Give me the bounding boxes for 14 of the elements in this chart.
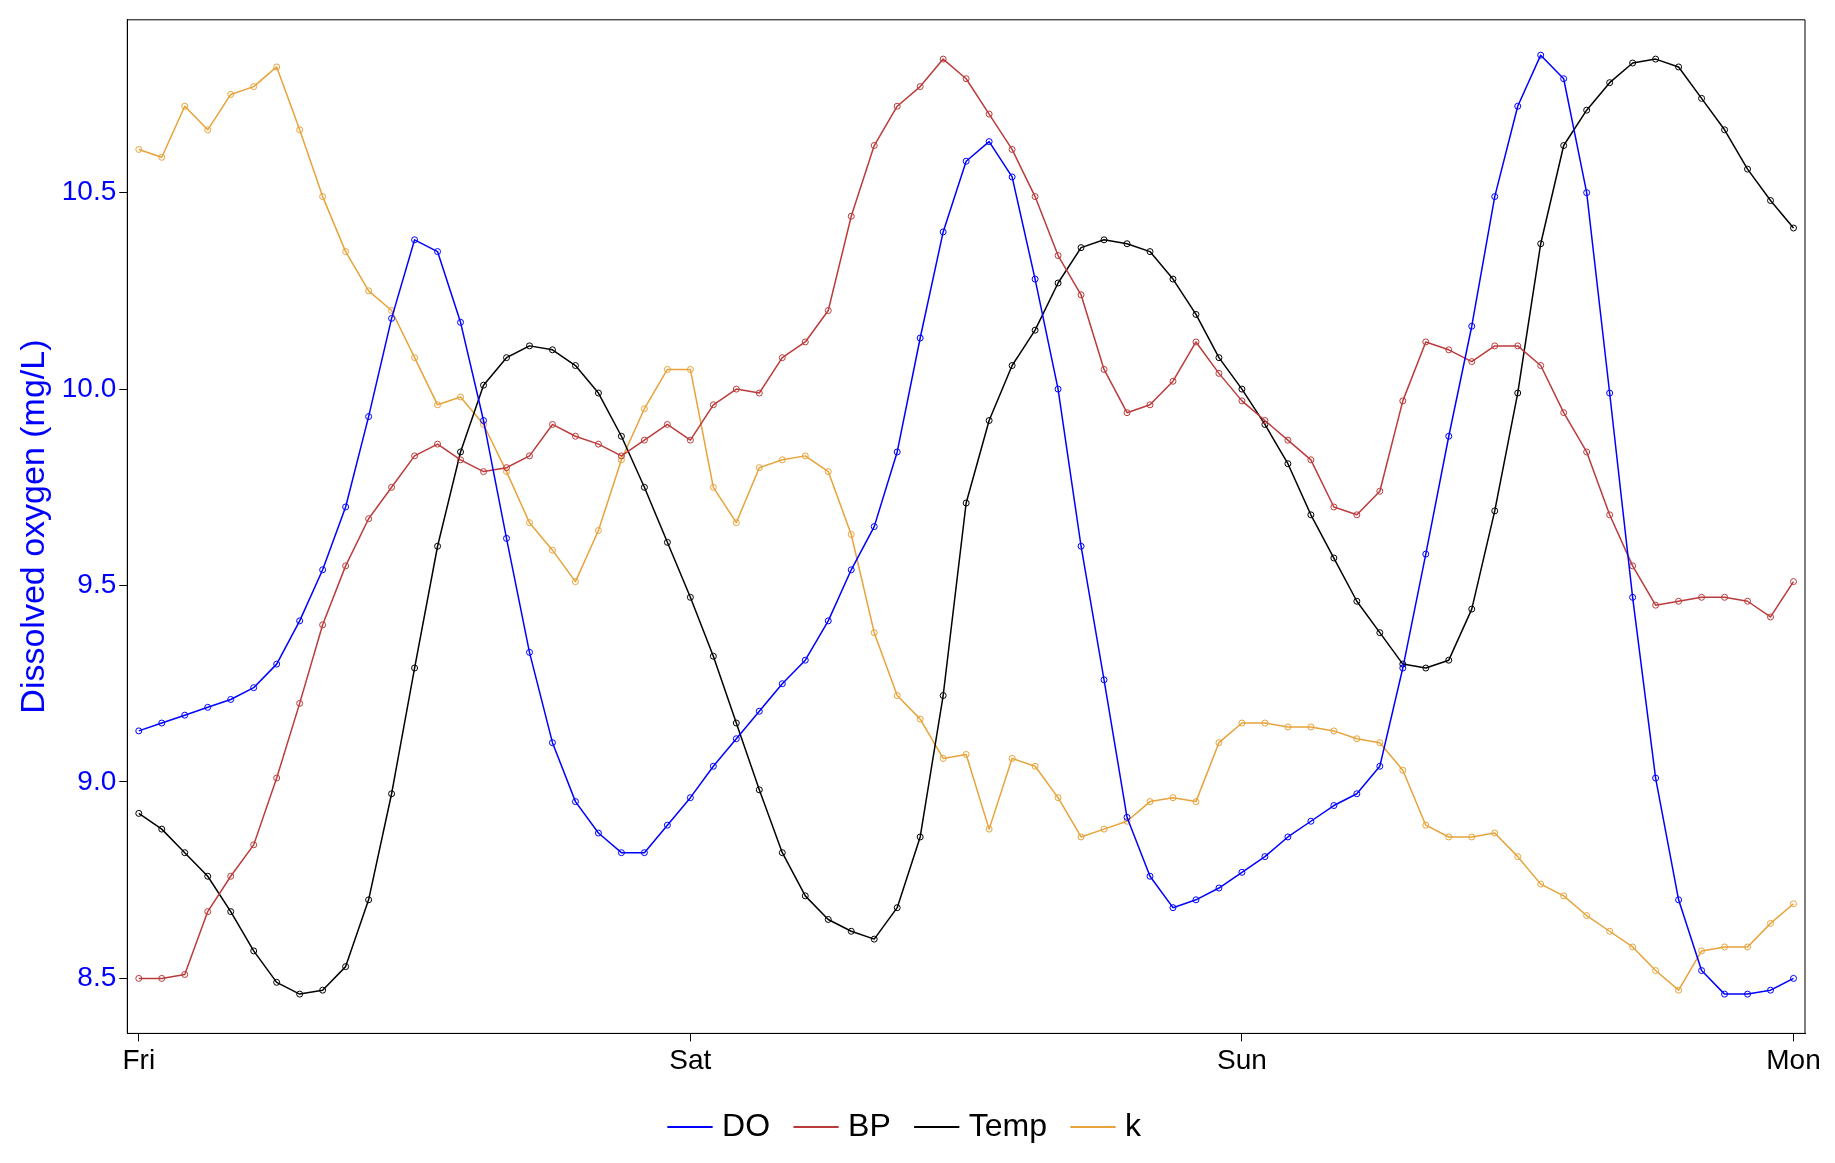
y-tick-label: 10.0 xyxy=(61,371,117,403)
y-axis-title: Dissolved oxygen (mg/L) xyxy=(12,339,51,714)
x-tick-label: Sun xyxy=(1217,1043,1267,1075)
legend-label: BP xyxy=(848,1106,891,1143)
x-tick-label: Sat xyxy=(669,1043,712,1075)
y-tick-label: 9.0 xyxy=(77,764,117,796)
legend-label: k xyxy=(1124,1106,1142,1143)
x-tick-label: Mon xyxy=(1766,1043,1821,1075)
legend-label: DO xyxy=(722,1106,771,1143)
y-tick-label: 9.5 xyxy=(77,568,117,600)
x-tick-label: Fri xyxy=(122,1043,156,1075)
y-tick-label: 8.5 xyxy=(77,961,117,993)
y-tick-label: 10.5 xyxy=(61,175,117,207)
legend-label: Temp xyxy=(968,1106,1047,1143)
